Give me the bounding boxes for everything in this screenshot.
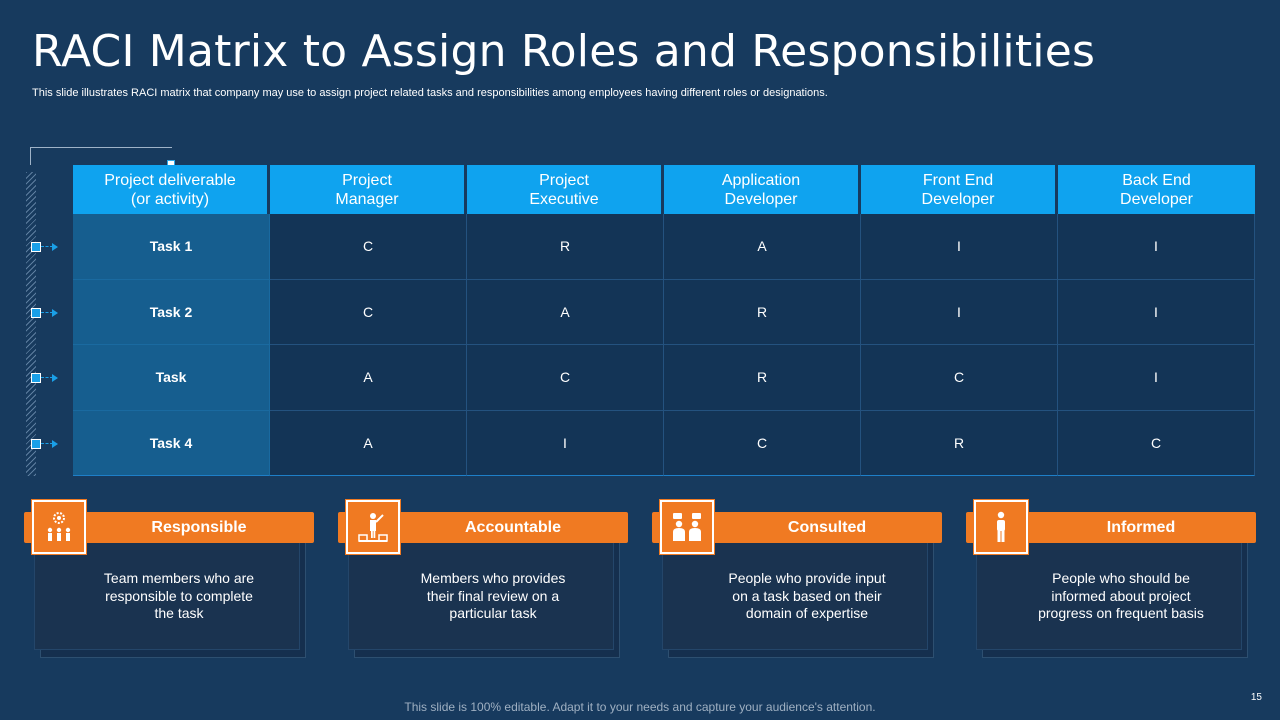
column-header: Application Developer: [664, 165, 861, 214]
card-responsible: Responsible Team members who are responsi…: [24, 499, 314, 660]
card-title: Informed: [1106, 519, 1176, 536]
task-cell: Task: [73, 345, 270, 411]
row-marker-arrow-icon: [31, 439, 61, 449]
table-row: Task 2 C A R I I: [73, 279, 1255, 345]
card-panel: [348, 522, 614, 650]
raci-cell: I: [861, 214, 1058, 280]
column-header: Project Executive: [467, 165, 664, 214]
raci-cell: I: [861, 279, 1058, 345]
raci-cell: I: [1058, 214, 1255, 280]
raci-cell: A: [270, 345, 467, 411]
card-description: Members who provides their final review o…: [420, 570, 566, 621]
card-description: Team members who are responsible to compl…: [103, 570, 255, 621]
raci-cell: I: [1058, 279, 1255, 345]
table-row: Task A C R C I: [73, 345, 1255, 411]
card-title: Consulted: [787, 519, 867, 536]
card-title: Accountable: [464, 519, 561, 536]
card-consulted: Consulted People who provide input on a t…: [652, 499, 942, 660]
card-accountable: Accountable Members who provides their fi…: [338, 499, 628, 660]
raci-cell: R: [664, 279, 861, 345]
table-row: Task 1 C R A I I: [73, 214, 1255, 280]
person-icon: [973, 499, 1029, 555]
raci-cell: I: [467, 410, 664, 476]
card-description: People who should be informed about proje…: [1038, 570, 1204, 621]
raci-cell: C: [270, 214, 467, 280]
decorative-bracket: [30, 147, 172, 165]
raci-cell: C: [1058, 410, 1255, 476]
slide-subtitle: This slide illustrates RACI matrix that …: [32, 87, 828, 99]
raci-cell: A: [664, 214, 861, 280]
raci-cell: R: [861, 410, 1058, 476]
row-marker-arrow-icon: [31, 242, 61, 252]
task-cell: Task 2: [73, 279, 270, 345]
card-description: People who provide input on a task based …: [728, 570, 886, 621]
column-header: Front End Developer: [861, 165, 1058, 214]
raci-cell: A: [270, 410, 467, 476]
team-gear-icon: [31, 499, 87, 555]
decorative-side-stripe: [26, 172, 36, 476]
raci-cell: A: [467, 279, 664, 345]
task-cell: Task 4: [73, 410, 270, 476]
discussion-icon: [659, 499, 715, 555]
row-marker-arrow-icon: [31, 308, 61, 318]
row-marker-arrow-icon: [31, 373, 61, 383]
card-informed: Informed People who should be informed ab…: [966, 499, 1256, 660]
slide-title: RACI Matrix to Assign Roles and Responsi…: [32, 26, 1096, 77]
slide-footer: This slide is 100% editable. Adapt it to…: [404, 700, 876, 714]
task-cell: Task 1: [73, 214, 270, 280]
column-header: Project Manager: [270, 165, 467, 214]
raci-cell: I: [1058, 345, 1255, 411]
raci-cell: R: [664, 345, 861, 411]
table-row: Task 4 A I C R C: [73, 410, 1255, 476]
raci-cell: C: [467, 345, 664, 411]
column-header: Project deliverable (or activity): [73, 165, 270, 214]
raci-cell: C: [270, 279, 467, 345]
card-title: Responsible: [151, 519, 247, 536]
raci-cell: C: [664, 410, 861, 476]
presenter-icon: [345, 499, 401, 555]
raci-cell: C: [861, 345, 1058, 411]
raci-matrix-table: Project deliverable (or activity) Project…: [73, 165, 1255, 476]
table-header-row: Project deliverable (or activity) Project…: [73, 165, 1255, 214]
raci-cell: R: [467, 214, 664, 280]
page-number: 15: [1250, 692, 1262, 703]
column-header: Back End Developer: [1058, 165, 1255, 214]
